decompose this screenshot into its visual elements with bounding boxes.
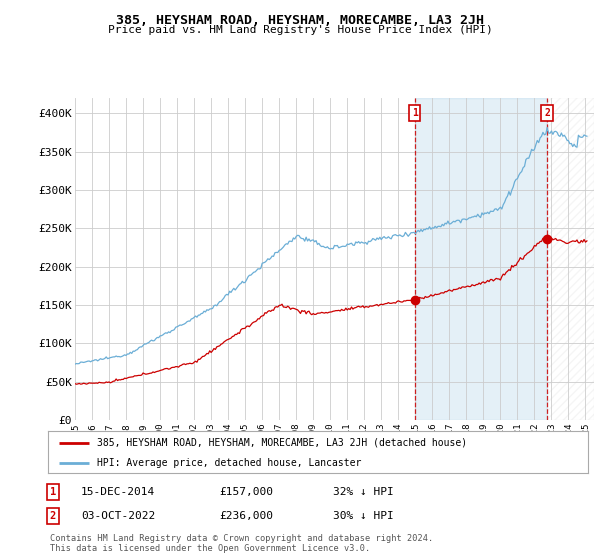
Text: 15-DEC-2014: 15-DEC-2014 [81,487,155,497]
Text: 03-OCT-2022: 03-OCT-2022 [81,511,155,521]
Text: 30% ↓ HPI: 30% ↓ HPI [333,511,394,521]
Text: 1: 1 [412,108,418,118]
Text: £236,000: £236,000 [219,511,273,521]
Text: 385, HEYSHAM ROAD, HEYSHAM, MORECAMBE, LA3 2JH: 385, HEYSHAM ROAD, HEYSHAM, MORECAMBE, L… [116,14,484,27]
Text: Price paid vs. HM Land Registry's House Price Index (HPI): Price paid vs. HM Land Registry's House … [107,25,493,35]
Text: 2: 2 [544,108,550,118]
Text: 2: 2 [50,511,56,521]
Text: £157,000: £157,000 [219,487,273,497]
Text: 1: 1 [50,487,56,497]
Bar [547,98,594,420]
Text: HPI: Average price, detached house, Lancaster: HPI: Average price, detached house, Lanc… [97,458,361,468]
Text: Contains HM Land Registry data © Crown copyright and database right 2024.
This d: Contains HM Land Registry data © Crown c… [50,534,433,553]
Text: 385, HEYSHAM ROAD, HEYSHAM, MORECAMBE, LA3 2JH (detached house): 385, HEYSHAM ROAD, HEYSHAM, MORECAMBE, L… [97,438,467,448]
Bar [415,98,547,420]
Text: 32% ↓ HPI: 32% ↓ HPI [333,487,394,497]
